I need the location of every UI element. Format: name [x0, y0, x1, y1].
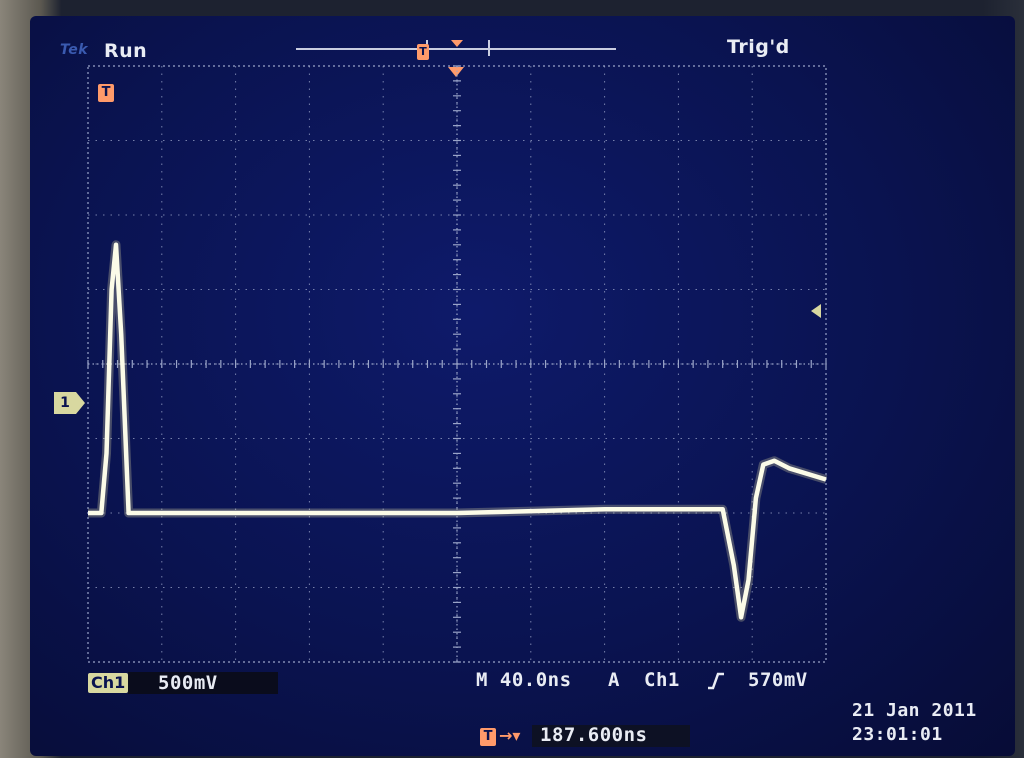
waveform-display: [87, 65, 828, 663]
trigger-level-arrow-icon[interactable]: [811, 304, 821, 318]
trigger-position-field[interactable]: [532, 725, 690, 747]
ch1-scale-value: 500mV: [158, 672, 218, 694]
ch1-trace: [88, 242, 827, 620]
rising-edge-icon: [708, 672, 724, 690]
oscilloscope-screen: Tek Run Trig'd T T 1 Ch1 500mV M 40.0ns …: [30, 16, 1015, 756]
brand-label: Tek: [60, 42, 89, 58]
trigger-level: 570mV: [748, 669, 808, 691]
ch1-scale-field[interactable]: [128, 672, 278, 694]
trigger-state-label: Trig'd: [727, 36, 790, 58]
trigger-position-icon: T: [480, 728, 496, 746]
trigger-position-value: 187.600ns: [540, 724, 648, 746]
ch1-tag[interactable]: Ch1: [88, 673, 129, 693]
time-readout: 23:01:01: [852, 724, 943, 745]
record-trigger-marker: T: [417, 44, 429, 60]
record-view-bar[interactable]: [296, 48, 616, 50]
record-position-arrow-icon: [451, 40, 463, 47]
trigger-marker-icon: T: [98, 84, 114, 102]
trigger-position-marker-icon[interactable]: [448, 67, 464, 77]
trigger-source: Ch1: [644, 669, 680, 691]
trigger-mode: A: [608, 669, 620, 691]
timebase-scale[interactable]: M 40.0ns: [476, 669, 572, 691]
ch1-ground-label: 1: [60, 395, 70, 411]
trigger-position-arrow-icon: →▾: [499, 726, 521, 745]
run-state-label: Run: [104, 40, 148, 62]
ch1-ground-marker[interactable]: 1: [54, 392, 85, 414]
date-readout: 21 Jan 2011: [852, 700, 977, 721]
